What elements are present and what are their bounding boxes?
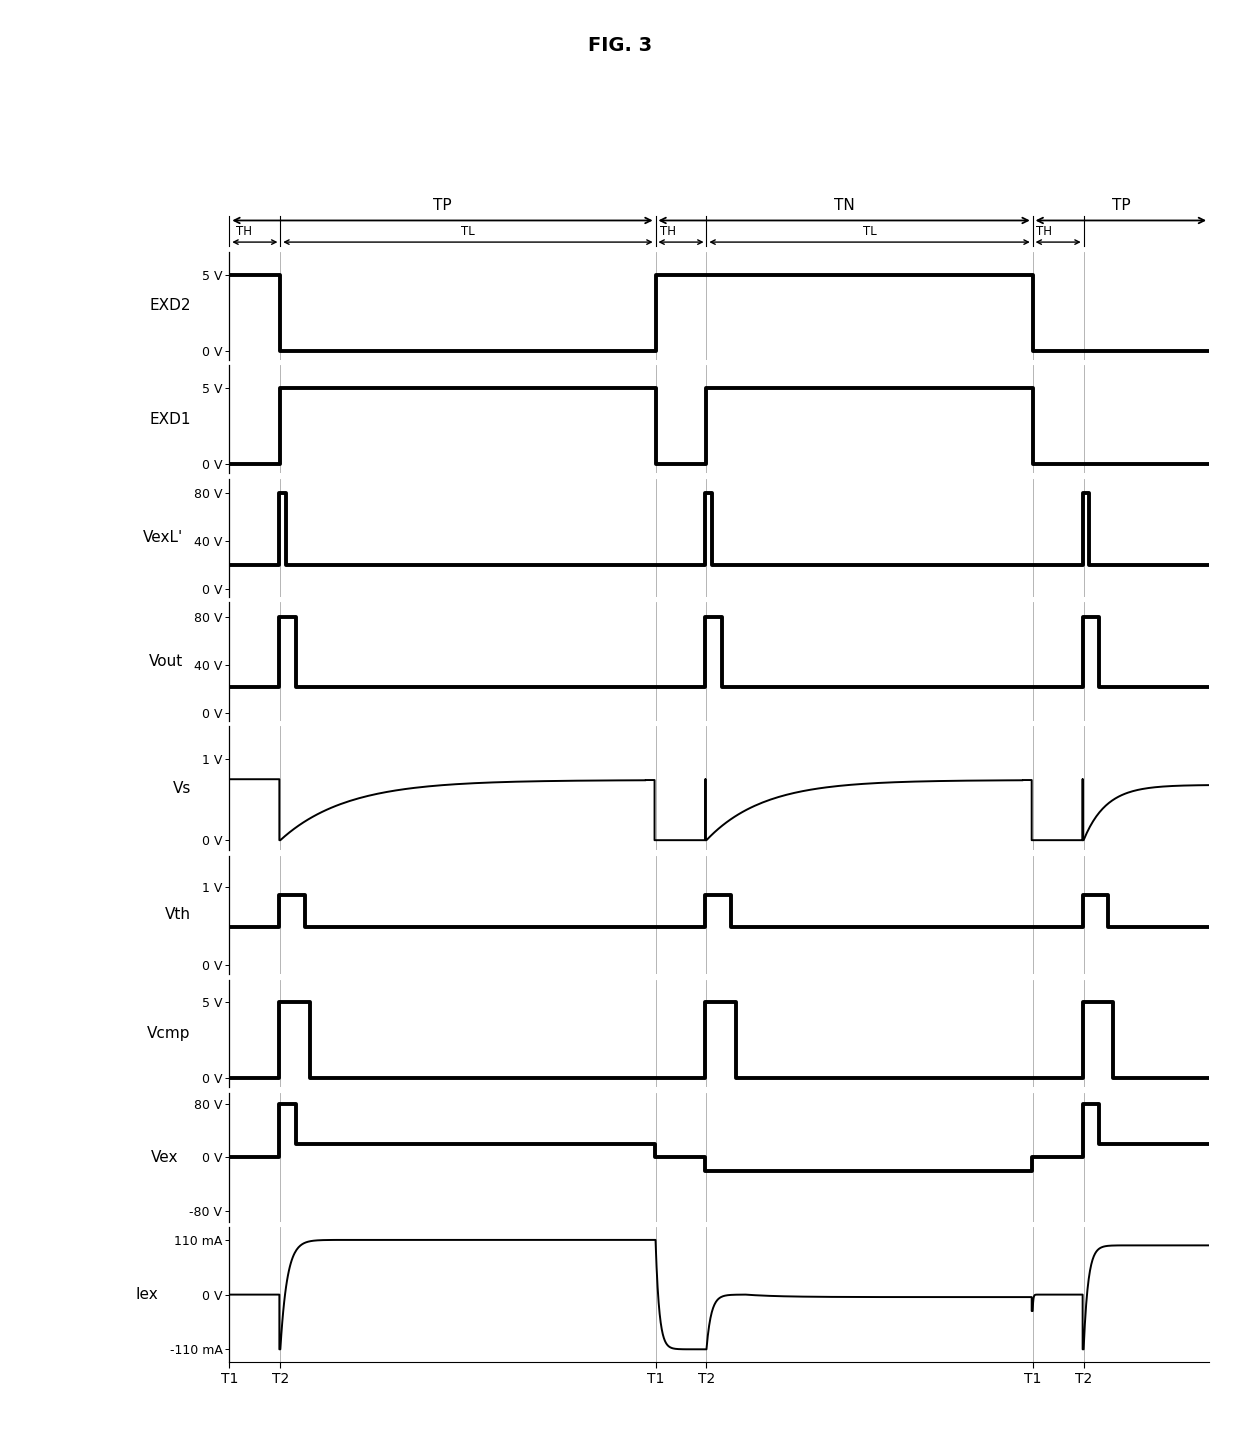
Text: TP: TP bbox=[1111, 199, 1130, 213]
Text: TH: TH bbox=[661, 225, 677, 238]
Y-axis label: Vth: Vth bbox=[165, 908, 191, 922]
Text: TH: TH bbox=[1037, 225, 1053, 238]
Y-axis label: VexL': VexL' bbox=[143, 530, 182, 545]
Text: TN: TN bbox=[833, 199, 854, 213]
Y-axis label: Iex: Iex bbox=[135, 1287, 159, 1303]
Y-axis label: Vcmp: Vcmp bbox=[148, 1026, 191, 1040]
Y-axis label: EXD1: EXD1 bbox=[149, 412, 191, 427]
Y-axis label: EXD2: EXD2 bbox=[149, 298, 191, 313]
Text: TL: TL bbox=[863, 225, 877, 238]
Y-axis label: Vs: Vs bbox=[172, 781, 191, 795]
Y-axis label: Vex: Vex bbox=[151, 1150, 179, 1164]
Text: FIG. 3: FIG. 3 bbox=[588, 36, 652, 55]
Text: TP: TP bbox=[433, 199, 451, 213]
Text: TL: TL bbox=[461, 225, 475, 238]
Text: TH: TH bbox=[236, 225, 252, 238]
Y-axis label: Vout: Vout bbox=[149, 654, 182, 669]
